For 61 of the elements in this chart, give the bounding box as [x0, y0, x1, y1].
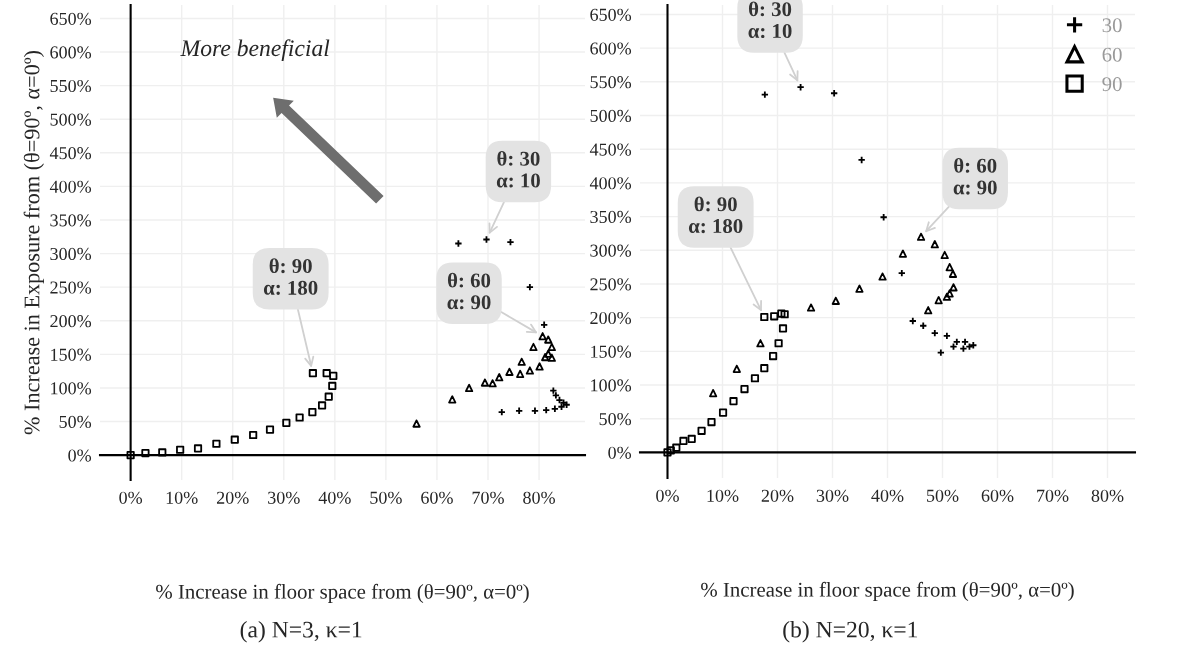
- y-tick-label: 650%: [50, 12, 92, 25]
- annotation: θ: 60 α: 90: [447, 272, 491, 310]
- y-tick-label: 450%: [49, 147, 92, 160]
- y-tick-label: 0%: [608, 446, 632, 459]
- y-tick-label: 50%: [59, 415, 92, 429]
- x-tick-label: 80%: [1091, 489, 1124, 502]
- annotation: More beneficial: [180, 39, 330, 61]
- x-tick-label: 20%: [761, 489, 794, 502]
- y-tick-label: 100%: [51, 382, 92, 395]
- x-tick-label: 30%: [816, 489, 849, 502]
- y-tick-label: 50%: [599, 412, 632, 426]
- y-tick-label: 200%: [50, 315, 92, 328]
- x-tick-label: 0%: [119, 491, 143, 504]
- x-axis-title: % Increase in floor space from (θ=90º, α=0º): [701, 581, 1074, 601]
- x-tick-label: 40%: [871, 489, 904, 502]
- x-tick-label: 40%: [318, 491, 351, 504]
- y-tick-label: 0%: [68, 449, 92, 462]
- y-tick-label: 350%: [590, 210, 632, 224]
- y-axis-title: % Increase in Exposure from (θ=90º, α=0º): [23, 50, 44, 435]
- y-tick-label: 150%: [591, 345, 632, 358]
- y-tick-label: 300%: [590, 244, 632, 257]
- y-tick-label: 400%: [49, 180, 92, 193]
- y-tick-label: 100%: [591, 379, 632, 392]
- x-tick-label: 50%: [370, 491, 402, 504]
- y-tick-label: 550%: [590, 76, 632, 89]
- x-tick-label: 30%: [268, 491, 300, 504]
- y-tick-label: 500%: [50, 113, 92, 126]
- x-tick-label: 10%: [166, 491, 198, 504]
- legend-label: 30: [1102, 18, 1122, 33]
- x-axis-title: % Increase in floor space from (θ=90º, α=0º): [156, 583, 529, 603]
- y-tick-label: 650%: [590, 8, 632, 21]
- annotation: θ: 60 α: 90: [953, 158, 997, 195]
- y-tick-label: 350%: [50, 214, 92, 227]
- y-tick-label: 150%: [51, 348, 92, 361]
- y-tick-label: 500%: [590, 109, 632, 122]
- y-tick-label: 250%: [590, 278, 632, 291]
- y-tick-label: 550%: [50, 79, 92, 93]
- x-tick-label: 50%: [927, 489, 959, 502]
- annotation: θ: 90 α: 180: [688, 196, 743, 234]
- annotation: θ: 30 α: 10: [496, 150, 540, 188]
- y-tick-label: 300%: [50, 247, 92, 261]
- x-tick-label: 60%: [981, 489, 1014, 502]
- y-tick-label: 200%: [590, 311, 632, 325]
- legend-label: 60: [1102, 47, 1122, 62]
- x-tick-label: 20%: [216, 491, 249, 504]
- legend-label: 90: [1102, 77, 1122, 92]
- annotation: θ: 90 α: 180: [263, 258, 318, 295]
- text: (a) N=3, κ=1: [240, 620, 362, 643]
- y-tick-label: 250%: [50, 281, 92, 294]
- y-tick-label: 450%: [589, 143, 632, 156]
- text: (b) N=20, κ=1: [783, 620, 918, 643]
- y-tick-label: 600%: [590, 42, 632, 55]
- annotation: θ: 30 α: 10: [748, 1, 792, 39]
- y-tick-label: 400%: [589, 177, 632, 190]
- x-tick-label: 10%: [707, 489, 739, 502]
- x-tick-label: 80%: [523, 491, 555, 504]
- x-tick-label: 70%: [1037, 489, 1069, 502]
- x-tick-label: 60%: [421, 491, 453, 504]
- y-tick-label: 600%: [50, 46, 92, 59]
- x-tick-label: 0%: [656, 489, 679, 502]
- x-tick-label: 70%: [472, 491, 504, 504]
